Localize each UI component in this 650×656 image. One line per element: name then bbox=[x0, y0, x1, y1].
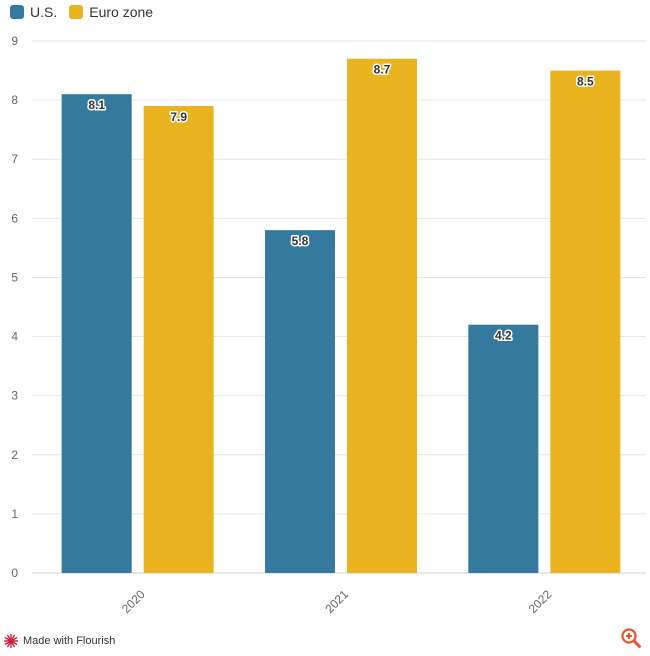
zoom-in-icon[interactable] bbox=[620, 627, 642, 649]
made-with-flourish-link[interactable]: Made with Flourish bbox=[4, 632, 115, 650]
y-tick-label: 1 bbox=[11, 507, 18, 521]
flourish-logo-icon bbox=[4, 634, 18, 648]
bar bbox=[550, 70, 621, 574]
y-tick-label: 5 bbox=[11, 270, 18, 284]
y-tick-label: 8 bbox=[11, 93, 18, 107]
bar bbox=[468, 324, 539, 573]
legend-item-euro-zone[interactable]: Euro zone bbox=[69, 4, 153, 20]
y-tick-label: 0 bbox=[11, 566, 18, 580]
bar bbox=[61, 94, 132, 573]
legend-swatch-euro-zone bbox=[69, 5, 84, 19]
bar bbox=[265, 230, 335, 573]
bar-data-label: 5.8 bbox=[292, 234, 309, 248]
legend: U.S. Euro zone bbox=[10, 2, 153, 22]
x-tick-label: 2020 bbox=[119, 587, 148, 616]
x-tick-label: 2021 bbox=[322, 587, 351, 616]
made-with-flourish-label: Made with Flourish bbox=[23, 635, 116, 647]
bar-data-label: 4.2 bbox=[495, 329, 512, 343]
bar-data-label: 8.7 bbox=[374, 63, 391, 77]
y-tick-label: 2 bbox=[11, 448, 18, 462]
legend-swatch-us bbox=[10, 5, 24, 19]
y-tick-label: 4 bbox=[11, 330, 18, 344]
bar-data-label: 8.1 bbox=[88, 98, 105, 112]
legend-item-us[interactable]: U.S. bbox=[10, 4, 57, 20]
legend-label-us: U.S. bbox=[30, 4, 58, 20]
y-tick-label: 3 bbox=[11, 389, 18, 403]
bar-data-label: 7.9 bbox=[170, 110, 187, 124]
bar bbox=[143, 106, 214, 574]
bar-data-label: 8.5 bbox=[577, 75, 594, 89]
y-tick-label: 9 bbox=[11, 34, 18, 48]
legend-label-euro-zone: Euro zone bbox=[89, 4, 154, 20]
y-tick-label: 6 bbox=[11, 211, 18, 225]
x-tick-label: 2022 bbox=[526, 587, 555, 616]
y-tick-label: 7 bbox=[11, 152, 18, 166]
bar bbox=[347, 58, 417, 573]
